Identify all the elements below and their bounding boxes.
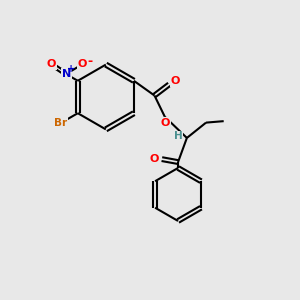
Text: +: + [67,64,75,74]
Text: O: O [170,76,180,86]
Text: O: O [150,154,159,164]
Text: O: O [78,59,87,69]
Text: O: O [46,59,56,69]
Text: -: - [87,55,92,68]
Text: Br: Br [54,118,67,128]
Text: O: O [161,118,170,128]
Text: N: N [62,69,71,79]
Text: H: H [174,131,182,142]
